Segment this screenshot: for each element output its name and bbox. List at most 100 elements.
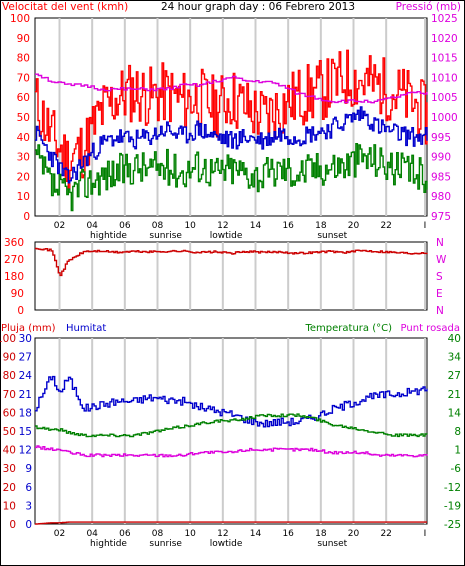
wind-series-line (35, 106, 428, 184)
time-tick-label: 20 (348, 221, 360, 231)
time-tick-label: 08 (152, 221, 164, 231)
direction-panel-frame (34, 241, 428, 311)
pressure-y-tick-label: 1025 (431, 13, 458, 25)
temperature-y-tick-label: 1 (454, 445, 461, 457)
wind-y-tick-label: 80 (17, 53, 30, 65)
temperature-y-tick-label: 40 (448, 333, 461, 345)
event-label: sunset (317, 539, 347, 549)
rain-y-tick-label: 3 (25, 500, 32, 512)
rain-y-tick-label: 27 (19, 352, 32, 364)
graph-date-title: 24 hour graph day : 06 Febrero 2013 (161, 1, 355, 13)
humidity-y-tick-label: 10 (3, 500, 16, 512)
event-label: sunset (317, 231, 347, 241)
dew-point-axis-title: Punt rosada (401, 323, 460, 334)
wind-y-tick-label: 40 (17, 132, 30, 144)
wind-y-tick-label: 90 (17, 33, 30, 45)
wind-y-tick-label: 60 (17, 92, 30, 104)
humidity-y-tick-label: 90 (3, 352, 16, 364)
time-tick-label: 16 (282, 221, 294, 231)
temperature-y-tick-label: -6 (451, 463, 462, 475)
pressure-y-tick-label: 1010 (431, 72, 458, 84)
weather-series-line (35, 375, 428, 428)
pressure-y-tick-label: 1005 (431, 92, 458, 104)
time-tick-label: 06 (119, 529, 131, 539)
humidity-y-tick-label: 20 (3, 482, 16, 494)
direction-degree-label: 360 (4, 237, 24, 249)
wind-series-line (35, 49, 428, 190)
wind-y-tick-label: 50 (17, 112, 30, 124)
time-tick-label: 12 (217, 221, 228, 231)
rain-y-tick-label: 0 (25, 519, 32, 531)
temperature-y-tick-label: 14 (448, 407, 462, 419)
weather-series-line (35, 413, 428, 438)
time-tick-label: 02 (54, 529, 65, 539)
time-tick-label: 18 (315, 529, 327, 539)
event-label: sunrise (149, 231, 182, 241)
event-label: hightide (90, 231, 127, 241)
wind-y-tick-label: 30 (17, 152, 30, 164)
time-tick-label: 04 (86, 529, 98, 539)
direction-degree-label: 180 (4, 271, 24, 283)
temperature-axis-title: Temperatura (°C) (304, 323, 392, 334)
time-tick-label: 20 (348, 529, 360, 539)
pressure-y-tick-label: 990 (431, 152, 451, 164)
weather-series-line (35, 521, 427, 525)
direction-degree-label: 90 (11, 288, 24, 300)
temperature-y-tick-label: 21 (448, 389, 461, 401)
humidity-y-tick-label: 60 (3, 407, 16, 419)
time-tick-label: 10 (184, 529, 196, 539)
rain-y-tick-label: 18 (19, 407, 32, 419)
pressure-title: Pressió (mb) (396, 1, 461, 13)
time-tick-label: 06 (119, 221, 131, 231)
rain-y-tick-label: 12 (19, 445, 32, 457)
humidity-y-tick-label: 70 (3, 389, 16, 401)
temperature-y-tick-label: 27 (448, 370, 461, 382)
rain-y-tick-label: 21 (19, 389, 32, 401)
direction-degree-label: 0 (17, 305, 24, 317)
pressure-y-tick-label: 1020 (431, 33, 458, 45)
rain-axis-title: Pluja (mm) (1, 323, 56, 334)
event-label: lowtide (210, 231, 243, 241)
compass-label: S (436, 271, 443, 283)
rain-y-tick-label: 6 (25, 482, 32, 494)
time-tick-label: 16 (282, 529, 294, 539)
wind-series-line (35, 73, 428, 104)
temperature-y-tick-label: 34 (448, 352, 462, 364)
time-tick-label: 10 (184, 221, 196, 231)
pressure-y-tick-label: 980 (431, 191, 451, 203)
humidity-y-tick-label: 50 (3, 426, 16, 438)
temperature-panel-frame (34, 337, 428, 525)
time-tick-label: 14 (250, 529, 262, 539)
pressure-y-tick-label: 1015 (431, 53, 458, 65)
direction-series-line (35, 247, 428, 277)
time-tick-label: I (424, 529, 427, 539)
compass-label: W (436, 254, 447, 266)
rain-y-tick-label: 24 (19, 370, 33, 382)
temperature-y-tick-label: -19 (444, 500, 461, 512)
time-tick-label: 22 (380, 221, 391, 231)
time-tick-label: 22 (380, 529, 391, 539)
event-label: hightide (90, 539, 127, 549)
time-tick-label: 04 (86, 221, 98, 231)
weather-series-line (35, 445, 428, 458)
event-label: lowtide (210, 539, 243, 549)
wind-y-tick-label: 100 (10, 13, 30, 25)
wind-y-tick-label: 0 (23, 211, 30, 223)
pressure-y-tick-label: 995 (431, 132, 451, 144)
wind-speed-title: Velocitat del vent (kmh) (2, 1, 128, 13)
direction-degree-label: 270 (4, 254, 24, 266)
wind-y-tick-label: 20 (17, 171, 30, 183)
time-tick-label: 02 (54, 221, 65, 231)
rain-y-tick-label: 15 (19, 426, 32, 438)
temperature-y-tick-label: -12 (444, 482, 461, 494)
compass-label: N (436, 237, 444, 249)
humidity-y-tick-label: 40 (3, 445, 16, 457)
rain-y-tick-label: 9 (25, 463, 32, 475)
humidity-y-tick-label: 0 (9, 519, 16, 531)
humidity-y-tick-label: 100 (0, 333, 16, 345)
event-label: sunrise (149, 539, 182, 549)
compass-label: E (436, 288, 443, 300)
